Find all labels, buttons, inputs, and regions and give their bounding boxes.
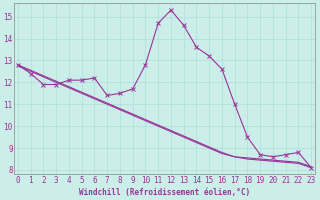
X-axis label: Windchill (Refroidissement éolien,°C): Windchill (Refroidissement éolien,°C) — [79, 188, 250, 197]
